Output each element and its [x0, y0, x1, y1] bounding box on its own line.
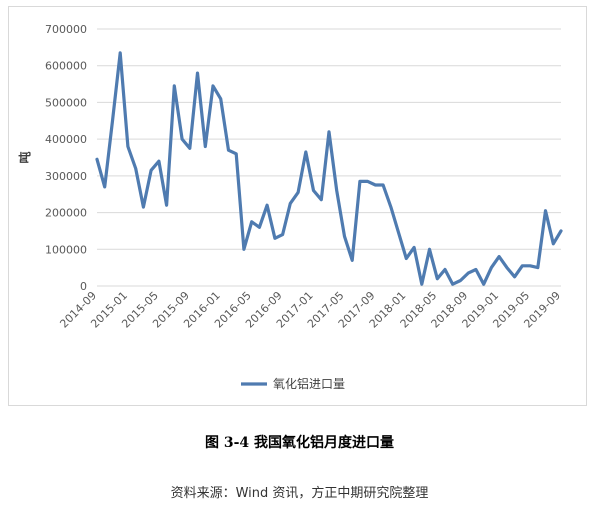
y-tick-label: 700000	[45, 23, 87, 36]
line-chart: 0 100000 200000 300000 400000 500000 600000 700…	[17, 23, 563, 391]
y-tick-label: 400000	[45, 133, 87, 146]
y-tick-label: 500000	[45, 96, 87, 109]
series-line	[95, 51, 563, 286]
y-axis-label: 吨	[17, 151, 32, 163]
y-tick-label: 100000	[45, 243, 87, 256]
y-tick-label: 300000	[45, 170, 87, 183]
y-tick-label: 0	[80, 280, 87, 293]
source-note: 资料来源：Wind 资讯，方正中期研究院整理	[170, 486, 429, 501]
y-tick-label: 600000	[45, 60, 87, 73]
y-tick-label: 200000	[45, 207, 87, 220]
chart-frame: 0 100000 200000 300000 400000 500000 600000 700…	[8, 6, 587, 406]
figure-caption: 图 3-4 我国氧化铝月度进口量	[204, 435, 395, 451]
legend-label: 氧化铝进口量	[273, 376, 345, 391]
